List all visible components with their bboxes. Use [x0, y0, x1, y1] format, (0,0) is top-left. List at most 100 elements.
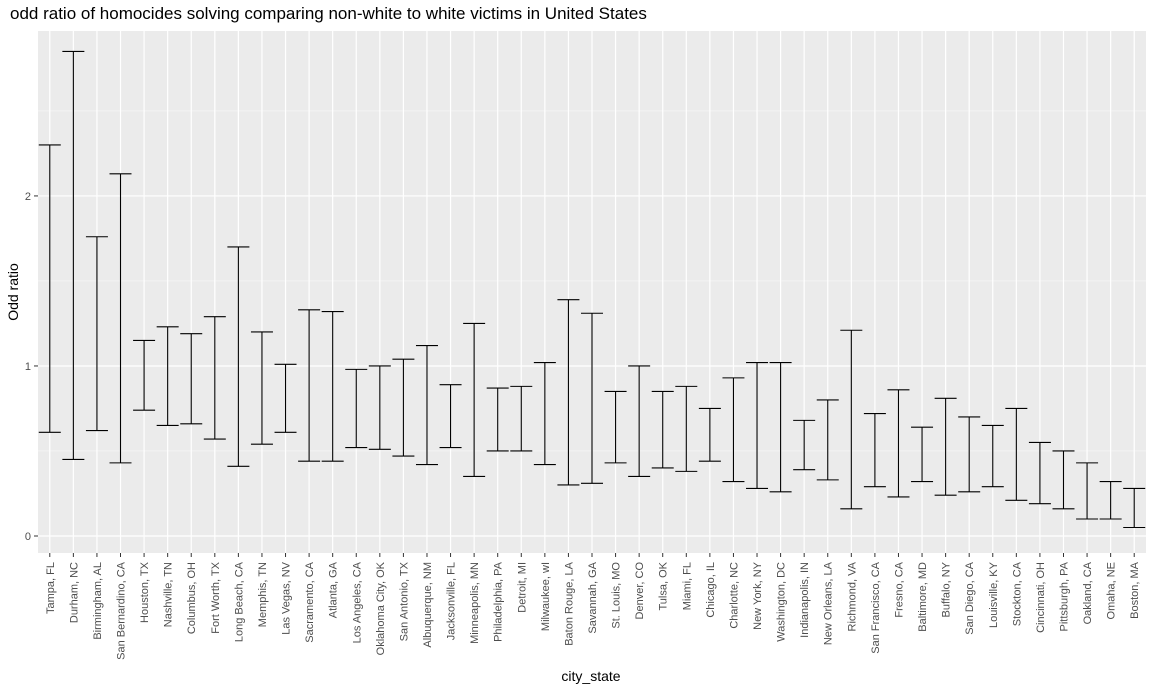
errorbar — [298, 309, 321, 462]
errorbar — [156, 326, 179, 427]
x-tick-label: New Orleans, LA — [823, 561, 835, 645]
errorbar — [1099, 481, 1122, 520]
errorbar — [769, 362, 792, 493]
x-tick-label: Charlotte, NC — [728, 562, 740, 629]
y-tick-label: 1 — [25, 361, 31, 373]
errorbar — [133, 339, 156, 411]
errorbar — [250, 331, 273, 445]
x-tick-label: Atlanta, GA — [328, 561, 340, 618]
x-tick-label: Detroit, MI — [516, 562, 528, 613]
errorbar — [180, 333, 203, 425]
errorbar — [1123, 487, 1146, 529]
errorbar — [958, 416, 981, 493]
y-tick-label: 2 — [25, 191, 31, 203]
errorbar — [274, 363, 297, 433]
y-axis: 0 1 2 — [25, 191, 38, 543]
chart-title: odd ratio of homocides solving comparing… — [10, 4, 647, 23]
x-tick-label: Baltimore, MD — [917, 562, 929, 632]
errorbar — [675, 385, 698, 472]
errorbar — [510, 385, 533, 452]
x-tick-label: San Antonio, TX — [398, 561, 410, 641]
x-tick-label: San Francisco, CA — [870, 561, 882, 653]
errorbar — [698, 407, 721, 462]
errorbars-layer — [38, 50, 1146, 529]
errorbar — [887, 389, 910, 498]
y-axis-title: Odd ratio — [5, 263, 21, 321]
x-tick-label: Indianapolis, IN — [799, 562, 811, 638]
x-tick-label: Los Angeles, CA — [351, 561, 363, 643]
errorbar — [439, 384, 462, 449]
errorbar — [604, 390, 627, 464]
x-axis: Tampa, FL Durham, NC Birmingham, AL San Ber… — [45, 553, 1141, 660]
errorbar — [746, 362, 769, 489]
x-tick-label: Albuquerque, NM — [422, 562, 434, 648]
errorbar — [392, 358, 415, 457]
x-tick-label: Chicago, IL — [705, 562, 717, 618]
x-tick-label: Richmond, VA — [846, 561, 858, 631]
errorbar — [816, 399, 839, 481]
errorbar — [911, 426, 934, 483]
x-tick-label: Baton Rouge, LA — [563, 561, 575, 645]
x-tick-label: Miami, FL — [681, 562, 693, 610]
errorbar — [981, 424, 1004, 488]
errorbar — [840, 329, 863, 510]
errorbar — [793, 419, 816, 471]
errorbar — [463, 322, 486, 478]
x-tick-label: St. Louis, MO — [611, 562, 623, 629]
x-tick-label: Durham, NC — [68, 562, 80, 623]
errorbar — [38, 144, 61, 433]
x-tick-label: Oakland, CA — [1082, 561, 1094, 624]
errorbar — [227, 246, 250, 467]
x-tick-label: Fort Worth, TX — [210, 561, 222, 633]
errorbar — [1052, 450, 1075, 510]
x-tick-label: Omaha, NE — [1106, 562, 1118, 619]
x-tick-label: Denver, CO — [634, 562, 646, 620]
x-tick-label: Fresno, CA — [893, 561, 905, 617]
errorbar — [345, 368, 368, 449]
errorbar — [557, 299, 580, 486]
errorbar — [651, 390, 674, 469]
x-tick-label: Tulsa, OK — [658, 561, 670, 610]
x-tick-label: Buffalo, NY — [941, 561, 953, 617]
y-tick-label: 0 — [25, 531, 31, 543]
errorbar — [62, 50, 85, 461]
x-tick-label: Birmingham, AL — [92, 562, 104, 640]
errorbar — [85, 236, 108, 432]
errorbar — [109, 173, 132, 464]
errorbar — [415, 345, 438, 466]
x-tick-label: Memphis, TN — [257, 562, 269, 627]
x-tick-label: Minneapolis, MN — [469, 562, 481, 644]
errorbar — [1028, 441, 1051, 505]
errorbar — [533, 362, 556, 466]
x-tick-label: Houston, TX — [139, 561, 151, 623]
errorbar — [934, 397, 957, 496]
x-axis-title: city_state — [561, 668, 620, 684]
x-tick-label: Milwaukee, wI — [540, 562, 552, 631]
x-tick-label: Pittsburgh, PA — [1058, 561, 1070, 631]
errorbar — [581, 312, 603, 484]
x-tick-label: San Diego, CA — [964, 561, 976, 634]
errorbar — [368, 365, 391, 450]
x-tick-label: Jacksonville, FL — [446, 562, 458, 640]
x-tick-label: Boston, MA — [1129, 561, 1141, 619]
x-tick-label: San Bernardino, CA — [116, 561, 128, 659]
errorbar — [863, 413, 886, 488]
x-tick-label: New York, NY — [752, 561, 764, 630]
x-tick-label: Washington, DC — [776, 562, 788, 642]
x-tick-label: Savannah, GA — [587, 561, 599, 633]
errorbar — [321, 311, 344, 462]
x-tick-label: Long Beach, CA — [233, 561, 245, 642]
errorbar — [722, 377, 745, 483]
errorbar — [486, 387, 509, 452]
x-tick-label: Las Vegas, NV — [281, 561, 293, 634]
x-tick-label: Stockton, CA — [1011, 561, 1023, 626]
x-tick-label: Louisville, KY — [988, 561, 1000, 628]
x-tick-label: Tampa, FL — [45, 562, 57, 614]
x-tick-label: Oklahoma City, OK — [375, 561, 387, 655]
errorbar — [1076, 462, 1099, 520]
x-tick-label: Philadelphia, PA — [493, 561, 505, 642]
errorbar — [203, 316, 226, 440]
x-tick-label: Cincinnati, OH — [1035, 562, 1047, 633]
x-tick-label: Nashville, TN — [163, 562, 175, 627]
